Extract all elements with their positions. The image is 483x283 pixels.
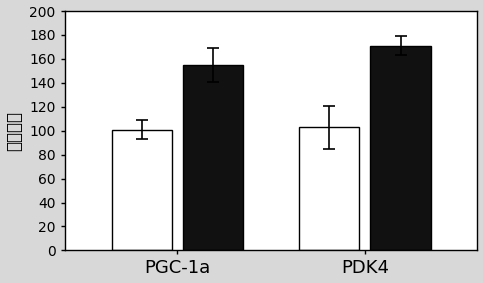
Bar	[370, 46, 430, 250]
Bar	[183, 65, 243, 250]
Bar	[299, 127, 359, 250]
Bar	[112, 130, 171, 250]
Y-axis label: 相对程度: 相对程度	[6, 111, 24, 151]
